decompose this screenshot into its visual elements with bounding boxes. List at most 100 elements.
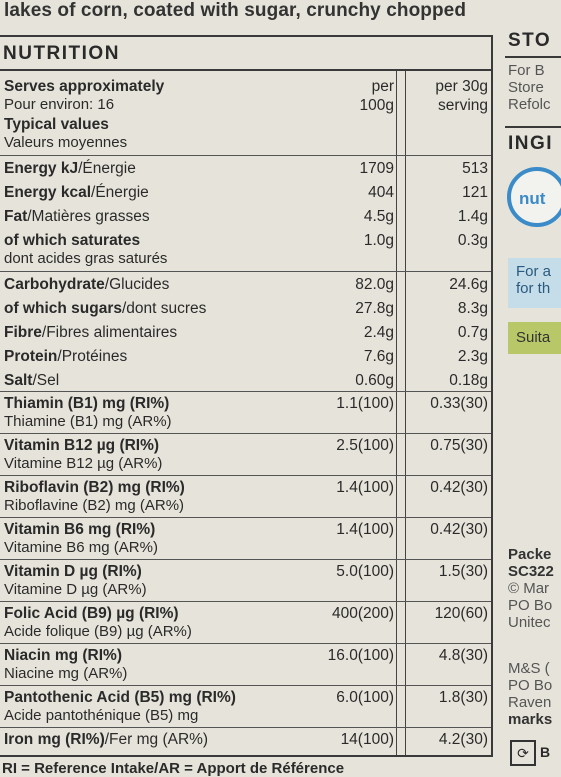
value-per-serving: 0.42(30): [430, 479, 488, 496]
value-per-serving: 4.8(30): [438, 647, 488, 664]
nutrient-name: Vitamin B12 µg (RI%): [4, 437, 160, 454]
nutrient-name: Iron mg (RI%): [4, 731, 105, 748]
nutrient-name: Vitamin D µg (RI%): [4, 563, 142, 580]
value-per-100g: 404: [368, 184, 394, 201]
value-per-serving: 0.3g: [457, 232, 488, 249]
nutrient-name-sub: Vitamine D µg (AR%): [4, 581, 147, 598]
nutrient-name: Folic Acid (B9) µg (RI%): [4, 605, 179, 622]
ms-address-text: M&S ( PO Bo Raven marks: [508, 660, 553, 728]
value-per-serving: 24.6g: [449, 276, 488, 293]
nutrient-name: Salt: [4, 372, 33, 389]
value-per-serving: 1.8(30): [438, 689, 488, 706]
ingredients-title: INGI: [508, 133, 554, 154]
right-divider-2: [505, 126, 561, 128]
nutrient-name: Thiamin (B1) mg (RI%): [4, 395, 170, 412]
nutrient-name-fr: /Fer mg (AR%): [104, 731, 209, 748]
nutrient-name: Niacin mg (RI%): [4, 647, 122, 664]
nutrient-name-sub: Vitamine B12 µg (AR%): [4, 455, 163, 472]
nutrient-name: Vitamin B6 mg (RI%): [4, 521, 156, 538]
nutrient-name-sub: Vitamine B6 mg (AR%): [4, 539, 158, 556]
value-per-serving: 1.5(30): [438, 563, 488, 580]
nutrient-name-sub: dont acides gras saturés: [4, 250, 168, 267]
value-per-100g: 27.8g: [355, 300, 394, 317]
value-per-100g: 7.6g: [363, 348, 394, 365]
row-divider: [0, 727, 491, 728]
panel-title: NUTRITION: [3, 43, 120, 64]
panel-title-bar: NUTRITION: [0, 37, 491, 71]
nutrient-name: Fat: [4, 208, 28, 225]
blue-info-box: For a for th: [508, 258, 561, 308]
top-description: lakes of corn, coated with sugar, crunch…: [4, 0, 467, 21]
column-divider-2: [405, 71, 406, 755]
nutrient-name-fr: /Sel: [32, 372, 60, 389]
value-per-serving: 4.2(30): [438, 731, 488, 748]
nutrient-name: of which saturates: [4, 232, 141, 249]
row-divider: [0, 643, 491, 644]
value-per-100g: 1.0g: [363, 232, 394, 249]
nutrient-name: Protein: [4, 348, 58, 365]
value-per-serving: 121: [462, 184, 488, 201]
nutrient-name-fr: /Énergie: [78, 160, 136, 177]
value-per-100g: 2.4g: [363, 324, 394, 341]
column-divider-1: [396, 71, 397, 755]
row-divider: [0, 517, 491, 518]
value-per-100g: 1709: [359, 160, 394, 177]
value-per-100g: 2.5(100): [336, 437, 394, 454]
row-divider: [0, 685, 491, 686]
nutrient-name: of which sugars: [4, 300, 122, 317]
value-per-serving: 0.33(30): [430, 395, 488, 412]
serves-en: Serves approximately: [4, 78, 165, 95]
nutrient-name-sub: Niacine mg (AR%): [4, 665, 128, 682]
footer-note: RI = Reference Intake/AR = Apport de Réf…: [2, 760, 345, 777]
nutrient-name-fr: /Énergie: [91, 184, 149, 201]
value-per-100g: 4.5g: [363, 208, 394, 225]
row-divider: [0, 433, 491, 434]
nutrient-name: Pantothenic Acid (B5) mg (RI%): [4, 689, 236, 706]
nutrient-name-sub: Acide pantothénique (B5) mg: [4, 707, 199, 724]
value-per-serving: 1.4g: [457, 208, 488, 225]
nutrient-name: Carbohydrate: [4, 276, 105, 293]
col2-header-2: serving: [438, 97, 488, 114]
storage-title: STO: [508, 30, 552, 51]
value-per-serving: 0.18g: [449, 372, 488, 389]
value-per-serving: 8.3g: [457, 300, 488, 317]
right-divider-1: [505, 56, 561, 58]
value-per-100g: 0.60g: [355, 372, 394, 389]
col1-header-1: per: [371, 78, 394, 95]
row-divider: [0, 559, 491, 560]
storage-text: For B Store Refolc: [508, 62, 551, 113]
bottom-icon-label: B: [540, 744, 551, 760]
nutrient-name: Riboflavin (B2) mg (RI%): [4, 479, 185, 496]
value-per-100g: 1.4(100): [336, 521, 394, 538]
value-per-100g: 400(200): [331, 605, 394, 622]
value-per-100g: 5.0(100): [336, 563, 394, 580]
row-divider: [0, 601, 491, 602]
value-per-serving: 2.3g: [457, 348, 488, 365]
nut-allergy-badge-icon: nut: [507, 167, 561, 227]
value-per-serving: 0.7g: [457, 324, 488, 341]
value-per-serving: 513: [462, 160, 488, 177]
value-per-serving: 120(60): [434, 605, 488, 622]
nutrient-name-sub: Acide folique (B9) µg (AR%): [4, 623, 192, 640]
nutrient-name: Fibre: [4, 324, 42, 341]
nutrient-name-fr: /Fibres alimentaires: [41, 324, 178, 341]
row-divider: [0, 155, 491, 156]
serves-fr: Pour environ: 16: [4, 96, 115, 113]
value-per-100g: 6.0(100): [336, 689, 394, 706]
value-per-serving: 0.42(30): [430, 521, 488, 538]
row-divider: [0, 271, 491, 272]
value-per-100g: 82.0g: [355, 276, 394, 293]
value-per-100g: 1.1(100): [336, 395, 394, 412]
row-divider: [0, 475, 491, 476]
nutrient-name: Energy kcal: [4, 184, 92, 201]
recycle-icon: ⟳: [510, 740, 536, 766]
value-per-100g: 14(100): [340, 731, 394, 748]
packed-text: Packe SC322 © Mar PO Bo Unitec: [508, 546, 554, 631]
typical-en: Typical values: [4, 116, 109, 133]
col1-header-2: 100g: [359, 97, 394, 114]
nutrient-name-fr: /Matières grasses: [27, 208, 150, 225]
nutrient-name: Energy kJ: [4, 160, 79, 177]
nutrient-name-fr: /dont sucres: [122, 300, 207, 317]
nutrient-name-sub: Thiamine (B1) mg (AR%): [4, 413, 172, 430]
nutrition-panel: NUTRITION Serves approximately Pour envi…: [0, 35, 493, 757]
